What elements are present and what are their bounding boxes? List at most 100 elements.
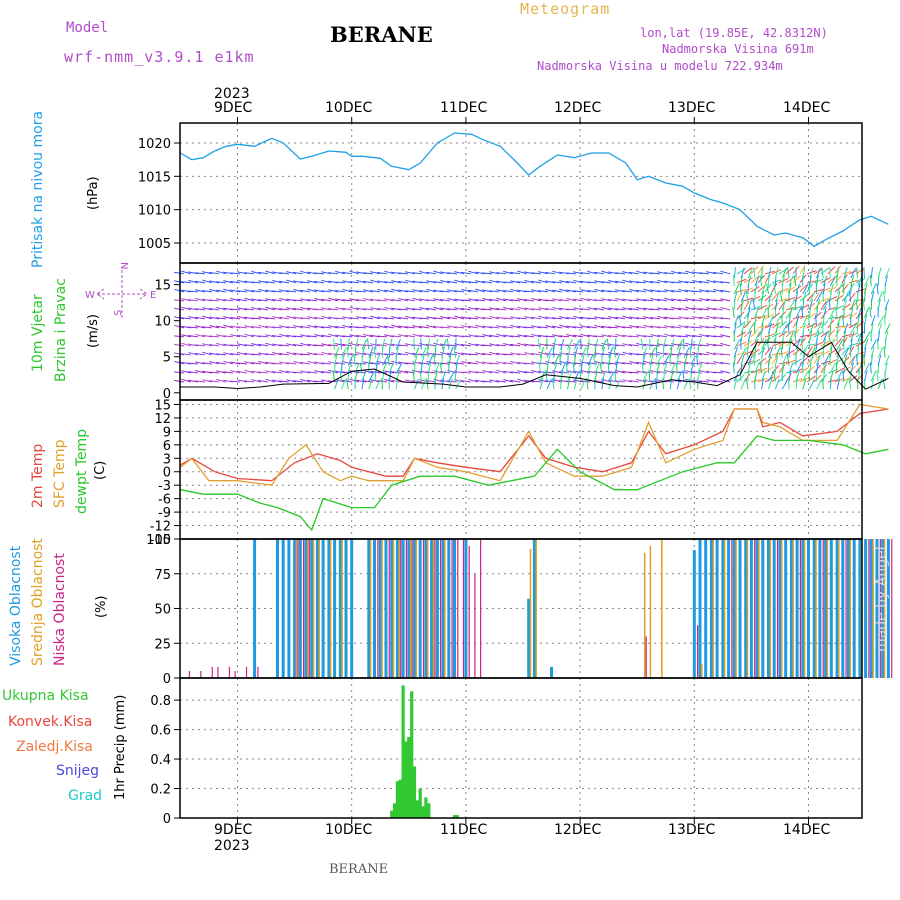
wind-arrow xyxy=(690,355,696,366)
wind-arrow xyxy=(663,355,670,366)
wind-arrow xyxy=(321,290,332,293)
cloud-high-bar xyxy=(338,539,342,678)
wind-arrow xyxy=(475,299,486,302)
wind-arrow xyxy=(594,324,605,329)
wind-arrow xyxy=(461,271,472,275)
wind-arrow xyxy=(395,363,403,374)
wind-arrow xyxy=(713,380,724,383)
wind-arrow xyxy=(778,330,788,338)
wind-arrow xyxy=(657,370,668,374)
wind-arrow xyxy=(757,367,767,374)
wind-arrow xyxy=(670,353,682,356)
wind-arrow xyxy=(594,360,605,365)
wind-arrow xyxy=(496,289,507,293)
pressure-unit: (hPa) xyxy=(86,176,101,210)
wind-arrow xyxy=(460,335,472,338)
wind-arrow xyxy=(628,299,640,302)
wind-arrow xyxy=(433,317,444,320)
wind-arrow xyxy=(413,338,416,350)
wind-arrow xyxy=(356,343,367,347)
wind-arrow xyxy=(510,324,521,329)
wind-arrow xyxy=(188,316,199,320)
wind-arrow xyxy=(503,270,514,275)
wind-arrow xyxy=(524,335,535,338)
wind-arrow xyxy=(671,306,682,311)
wind-arrow xyxy=(813,341,824,347)
wind-arrow xyxy=(433,306,444,311)
wind-arrow xyxy=(279,272,290,275)
wind-arrow xyxy=(384,289,395,293)
wind-arrow xyxy=(468,370,479,374)
wind-arrow xyxy=(608,347,614,358)
wind-arrow xyxy=(384,325,395,329)
wind-arrow xyxy=(768,354,772,366)
wind-arrow xyxy=(391,280,402,284)
wind-arrow xyxy=(816,299,821,311)
wind-arrow xyxy=(209,325,220,329)
wind-arrow xyxy=(836,371,843,382)
wind-arrow xyxy=(384,281,395,284)
wind-arrow xyxy=(398,334,409,338)
wind-arrow xyxy=(223,371,234,374)
wind-arrow xyxy=(388,362,394,374)
wind-arrow xyxy=(738,314,742,326)
wind-arrow xyxy=(640,338,644,350)
wind-arrow xyxy=(237,351,248,356)
wind-arrow xyxy=(426,307,437,311)
wind-arrow xyxy=(482,334,493,338)
wind-arrow xyxy=(580,308,591,311)
wind-arrow xyxy=(333,338,336,350)
wind-arrow xyxy=(743,330,753,338)
lonlat-label: lon,lat (19.85E, 42.8312N) xyxy=(640,26,828,40)
wind-arrow xyxy=(877,299,881,310)
wind-arrow xyxy=(699,316,710,320)
wind-arrow xyxy=(636,361,647,365)
wind-arrow xyxy=(580,354,585,366)
wind-arrow xyxy=(461,344,472,347)
wind-arrow xyxy=(580,325,591,329)
wind-arrow xyxy=(398,361,409,365)
wind-arrow xyxy=(740,378,746,390)
wind-arrow xyxy=(713,271,724,275)
wind-arrow xyxy=(761,370,766,382)
top-day-label-0: 9DEC xyxy=(214,100,253,116)
wind-arrow xyxy=(757,274,765,284)
wind-arrow xyxy=(347,338,350,350)
wind-arrow xyxy=(332,370,336,382)
cloud-high-bar xyxy=(276,539,279,678)
wind-arrow xyxy=(251,298,262,302)
wind-arrow xyxy=(454,307,465,311)
wind-arrow xyxy=(307,371,318,374)
wind-arrow xyxy=(250,353,262,356)
temp-label-2m: 2m Temp xyxy=(30,444,46,508)
wind-arrow xyxy=(876,370,879,382)
wind-arrow xyxy=(237,370,248,374)
wind-arrow xyxy=(503,379,514,383)
wind-arrow xyxy=(510,343,521,347)
wind-arrow xyxy=(788,338,793,350)
wind-arrow xyxy=(368,371,375,382)
wind-arrow xyxy=(370,326,381,329)
wind-arrow xyxy=(202,315,213,320)
wind-arrow xyxy=(736,351,747,356)
wind-arrow xyxy=(335,298,346,302)
wind-arrow xyxy=(678,324,689,329)
cloud-high-bar xyxy=(413,539,416,678)
wind-arrow xyxy=(237,379,248,383)
wind-arrow xyxy=(764,333,775,338)
wind-arrow xyxy=(559,343,570,347)
wind-arrow xyxy=(732,362,735,374)
wind-arrow xyxy=(244,344,255,347)
wind-arrow xyxy=(643,371,654,374)
wind-arrow xyxy=(615,333,626,338)
wind-arrow xyxy=(545,316,556,320)
cloud-high-bar xyxy=(795,539,799,678)
wind-arrow xyxy=(279,352,290,356)
wind-arrow xyxy=(806,280,817,284)
wind-arrow xyxy=(692,371,703,374)
wind-arrow xyxy=(678,280,689,284)
wind-arrow xyxy=(335,343,346,347)
wind-arrow xyxy=(657,307,668,311)
wind-arrow xyxy=(690,362,694,374)
wind-arrow xyxy=(377,280,388,284)
